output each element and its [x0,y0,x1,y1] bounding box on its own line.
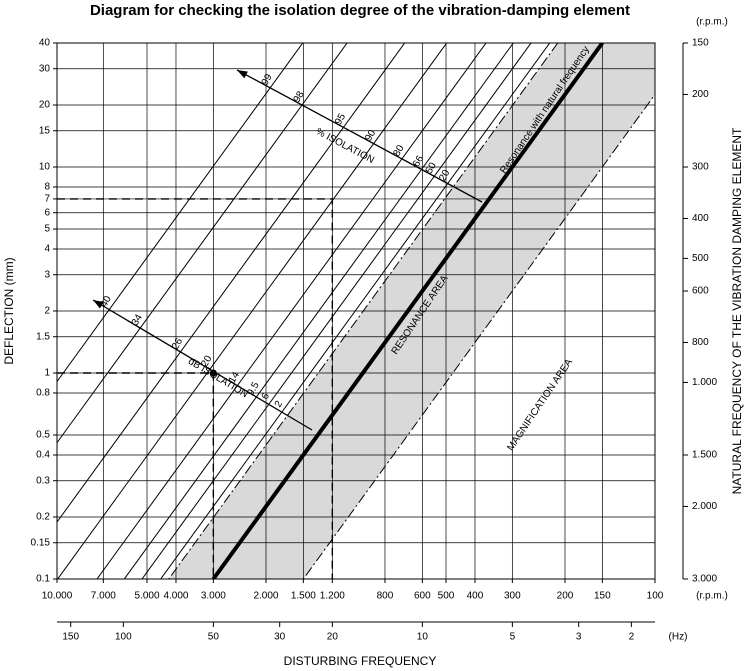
y-tick-label: 0.1 [36,574,50,585]
x2-tick-label: 10 [417,632,429,643]
db-scale-label: 26 [170,336,185,352]
x2-tick-label: 3 [576,632,582,643]
x-tick-label: 3.000 [201,591,226,602]
x-tick-label: 7.000 [91,591,116,602]
y2-tick-label: 3.000 [692,574,717,585]
x2-tick-label: 2 [629,632,635,643]
y-tick-label: 0.3 [36,475,50,486]
x2-tick-label: 5 [510,632,516,643]
db-scale-label: 2 [273,399,286,410]
x-axis-title: DISTURBING FREQUENCY [284,654,437,668]
y2-tick-label: 2.000 [692,501,717,512]
y2-tick-label: 1.000 [692,377,717,388]
y-tick-label: 1.5 [36,331,50,342]
x-tick-label: 4.000 [163,591,188,602]
magnification-area-label: MAGNIFICATION AREA [505,357,575,453]
percent-scale-label: 80 [392,143,407,159]
y-tick-label: 0.5 [36,430,50,441]
y-tick-label: 4 [44,244,50,255]
y2-unit: (r.p.m.) [696,17,728,28]
percent-scale-label: 99 [260,72,275,88]
isolation-line [141,43,532,579]
example-line [57,198,334,579]
x-tick-label: 300 [504,591,521,602]
area-border [302,93,655,579]
y-tick-label: 0.4 [36,450,50,461]
percent-scale-line [236,69,483,203]
percent-scale-label: 50 [424,160,439,176]
percent-scale-arrowhead [237,70,248,79]
db-scale-arrowhead [93,300,104,309]
isolation-line [57,43,448,579]
db-scale-label: 20 [199,353,214,369]
y2-tick-label: 150 [692,38,709,49]
x-tick-label: 600 [414,591,431,602]
isolation-line [57,43,348,444]
x-tick-label: 400 [467,591,484,602]
x-tick-label: 150 [594,591,611,602]
y-tick-label: 1 [44,368,50,379]
percent-scale-label: 20 [437,168,452,184]
example-point [209,369,217,377]
resonance-line [211,43,604,579]
y2-tick-label: 400 [692,213,709,224]
x2-tick-label: 20 [327,632,339,643]
x2-tick-label: 150 [62,632,79,643]
y-tick-label: 0.15 [31,537,51,548]
x2-tick-label: 50 [208,632,220,643]
x-tick-label: 100 [647,591,664,602]
y2-tick-label: 800 [692,337,709,348]
x-tick-label: 1.200 [320,591,345,602]
x-tick-label: 200 [557,591,574,602]
y-tick-label: 3 [44,269,50,280]
db-scale-label: 40 [99,294,114,310]
y-tick-label: 7 [44,194,50,205]
x-tick-label: 2.000 [253,591,278,602]
x-tick-label: 10.000 [42,591,73,602]
isolation-line [123,43,514,579]
percent-scale-label: 95 [333,111,348,127]
y-axis-title: DEFLECTION (mm) [2,257,16,364]
x-tick-label: 800 [377,591,394,602]
db-scale-label: 6 [260,391,273,402]
y2-tick-label: 200 [692,89,709,100]
y-tick-label: 2 [44,306,50,317]
y-tick-label: 10 [39,162,51,173]
isolation-line [57,43,304,383]
y-tick-label: 0.8 [36,388,50,399]
y2-axis-title: NATURAL FREQUENCY OF THE VIBRATION DAMPI… [730,127,744,494]
chart-title: Diagram for checking the isolation degre… [90,2,630,19]
plot-area [57,43,655,579]
x2-tick-label: 100 [115,632,132,643]
y-tick-label: 15 [39,125,51,136]
y2-tick-label: 600 [692,286,709,297]
percent-scale-label: 66 [411,154,426,170]
y-tick-label: 6 [44,207,50,218]
isolation-line [96,43,487,579]
isolation-line [160,43,551,579]
x-tick-label: 1.500 [291,591,316,602]
x-tick-label: 500 [438,591,455,602]
percent-scale-label: 98 [292,89,307,105]
isolation-line [57,43,406,523]
y-tick-label: 30 [39,63,51,74]
area-border [168,43,559,579]
db-scale-label: 14 [227,370,242,386]
y2-tick-label: 500 [692,253,709,264]
y-tick-label: 8 [44,182,50,193]
y-tick-label: 20 [39,100,51,111]
y-tick-label: 40 [39,38,51,49]
percent-scale-label: 90 [363,128,378,144]
x-unit: (r.p.m.) [696,591,728,602]
y-tick-label: 5 [44,224,50,235]
x-tick-label: 5.000 [134,591,159,602]
y-tick-label: 0.2 [36,512,50,523]
db-scale-label: 34 [130,312,145,328]
y2-tick-label: 300 [692,162,709,173]
x2-tick-label: 30 [274,632,286,643]
x2-unit: (Hz) [669,632,688,643]
y2-tick-label: 1.500 [692,450,717,461]
db-scale-line [92,299,313,431]
